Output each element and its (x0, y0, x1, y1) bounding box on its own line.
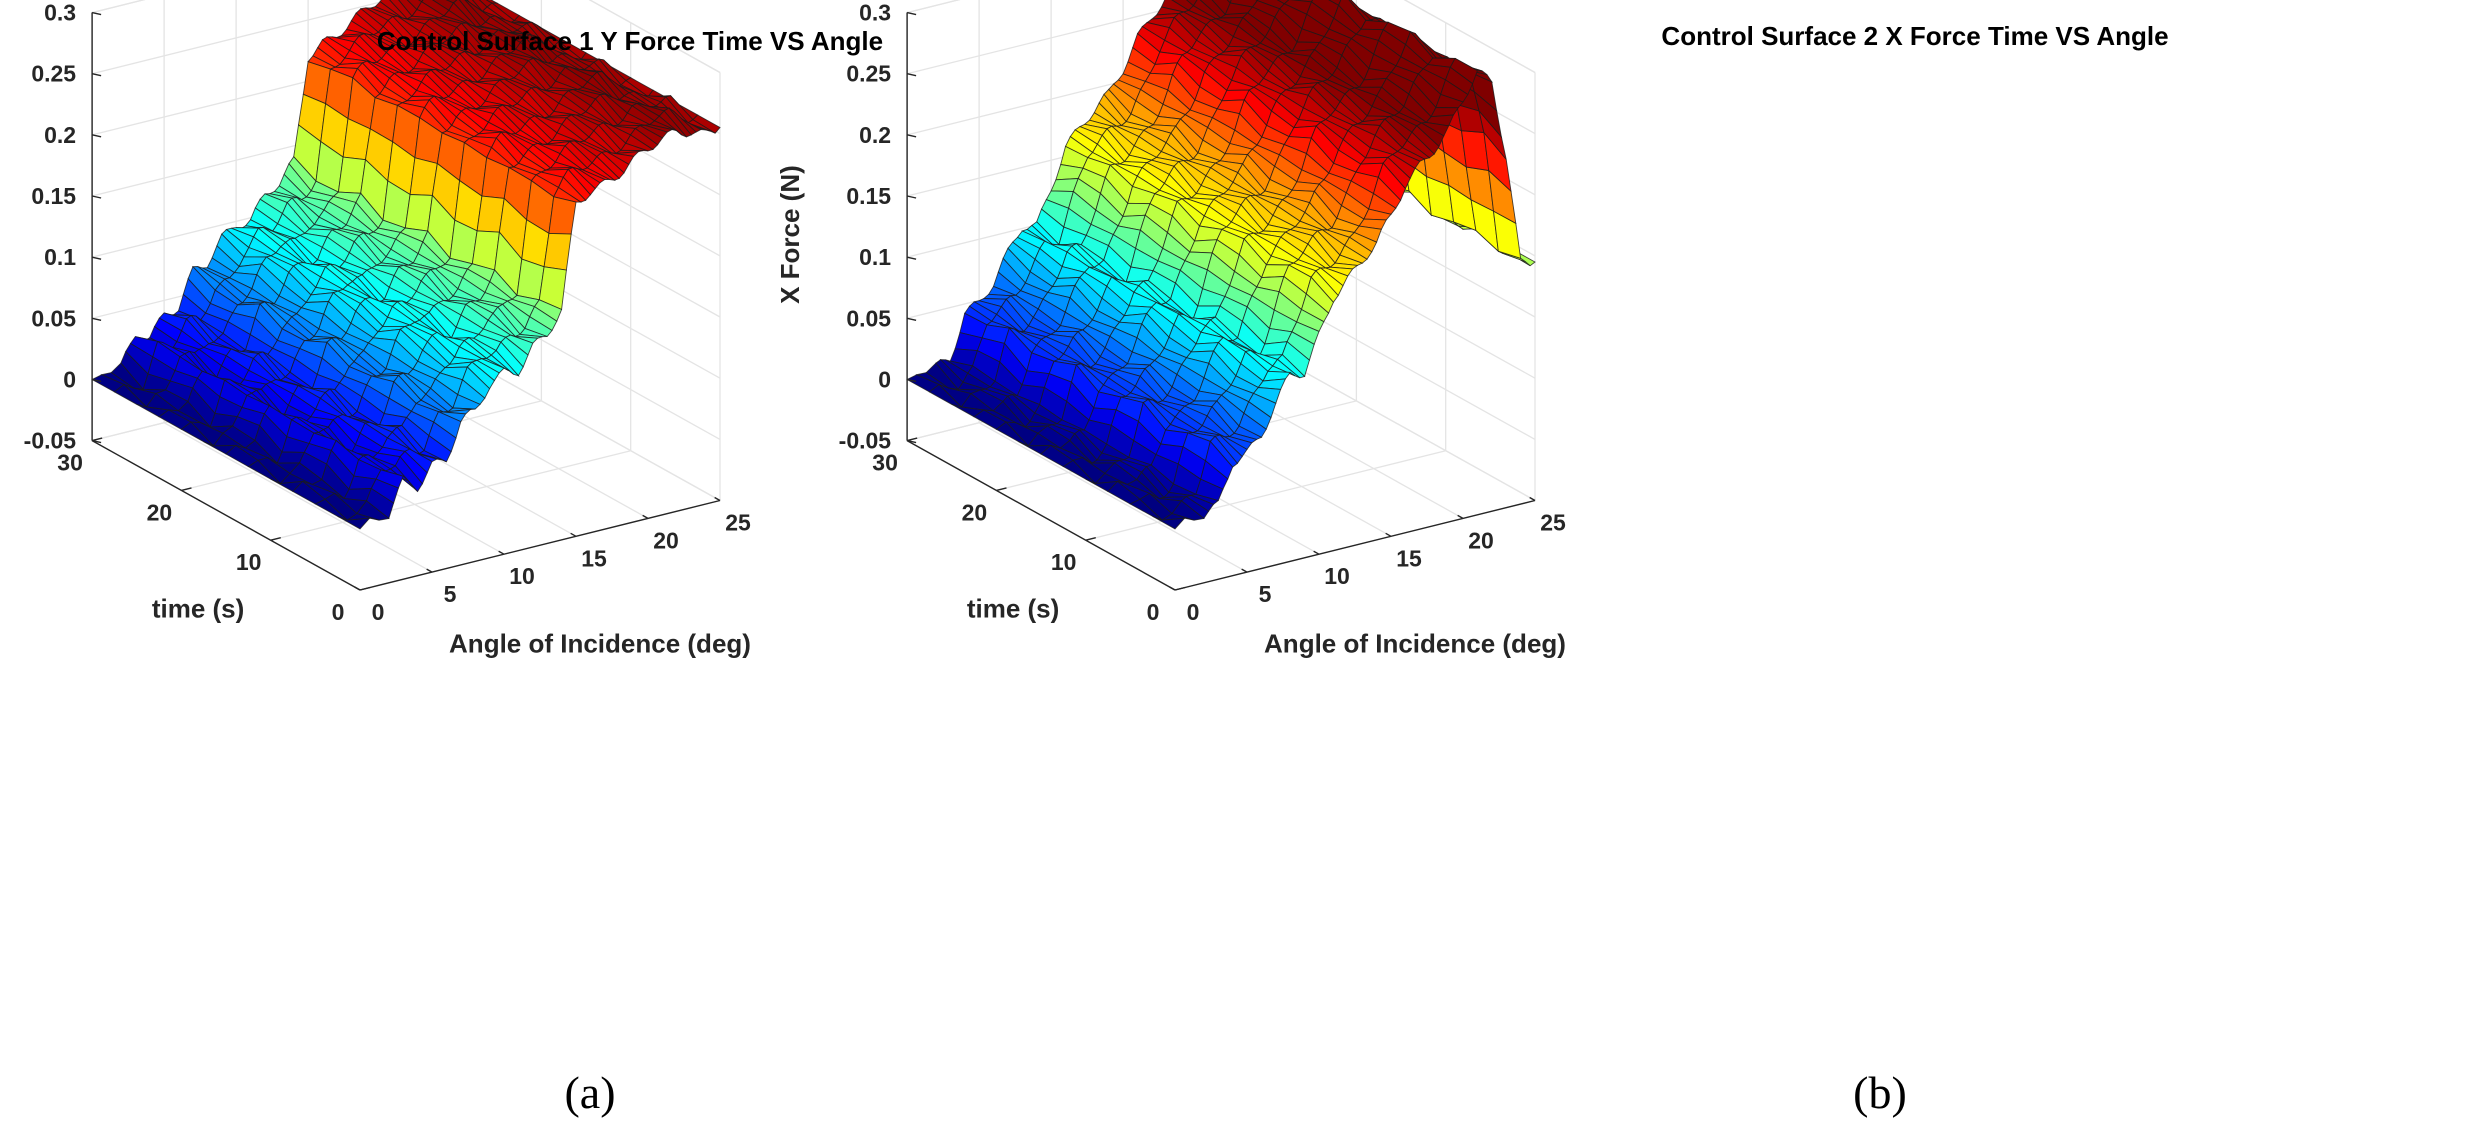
axes: -0.05 0 0.05 0.1 0.15 0.2 0.25 0.3 0 5 10 15 20 25 0 10… (24, 0, 751, 625)
x-tick-label: 15 (581, 545, 607, 571)
y-tick-label: 30 (872, 450, 898, 476)
x-tick-label: 5 (444, 581, 457, 607)
x-tick-label: 10 (1324, 563, 1350, 589)
z-tick-label: 0.3 (44, 0, 76, 26)
z-axis-label: X Force (N) (775, 165, 805, 304)
chart-panel-a: -0.05 0 0.05 0.1 0.15 0.2 0.25 0.3 0 5 10 15 20 25 0 10… (24, 0, 883, 1118)
surface (91, 0, 721, 530)
y-tick-label: 10 (236, 549, 262, 575)
z-tick-label: 0.1 (859, 244, 891, 270)
z-tick-label: 0 (878, 366, 891, 392)
z-tick-label: 0.05 (846, 305, 891, 331)
chart-title: Control Surface 2 X Force Time VS Angle (1661, 21, 2168, 51)
z-tick-label: 0.2 (44, 122, 76, 148)
chart-panel-b: -0.05 0 0.05 0.1 0.15 0.2 0.25 0.3 0 5 10 15 20 25 0 10… (775, 0, 2169, 1118)
y-tick-label: 0 (1147, 599, 1160, 625)
y-axis-label: time (s) (967, 593, 1059, 623)
x-tick-label: 15 (1396, 545, 1422, 571)
y-tick-label: 20 (147, 499, 173, 525)
z-tick-label: 0 (63, 366, 76, 392)
panel-label: (b) (1853, 1067, 1907, 1118)
z-tick-label: 0.25 (846, 61, 891, 87)
z-tick-label: -0.05 (839, 428, 892, 454)
z-tick-label: 0.3 (859, 0, 891, 26)
panel-label: (a) (564, 1067, 615, 1118)
z-tick-label: 0.15 (31, 183, 76, 209)
z-tick-label: 0.2 (859, 122, 891, 148)
x-tick-label: 20 (1468, 527, 1494, 553)
y-tick-label: 20 (962, 499, 988, 525)
y-tick-label: 10 (1051, 549, 1077, 575)
x-tick-label: 20 (653, 527, 679, 553)
x-tick-label: 10 (509, 563, 535, 589)
y-axis-label: time (s) (152, 593, 244, 623)
z-tick-label: 0.1 (44, 244, 76, 270)
z-tick-label: 0.05 (31, 305, 76, 331)
z-tick-label: 0.15 (846, 183, 891, 209)
z-tick-label: 0.25 (31, 61, 76, 87)
chart-title: Control Surface 1 Y Force Time VS Angle (377, 26, 883, 56)
surface (906, 0, 1536, 530)
x-tick-label: 5 (1259, 581, 1272, 607)
y-tick-label: 0 (332, 599, 345, 625)
y-tick-label: 30 (57, 450, 83, 476)
x-axis-label: Angle of Incidence (deg) (449, 628, 751, 658)
axes: -0.05 0 0.05 0.1 0.15 0.2 0.25 0.3 0 5 10 15 20 25 0 10… (839, 0, 1566, 625)
z-tick-label: -0.05 (24, 428, 77, 454)
x-tick-label: 25 (1540, 510, 1566, 536)
x-tick-label: 25 (725, 510, 751, 536)
x-tick-label: 0 (372, 599, 385, 625)
x-tick-label: 0 (1187, 599, 1200, 625)
x-axis-label: Angle of Incidence (deg) (1264, 628, 1566, 658)
